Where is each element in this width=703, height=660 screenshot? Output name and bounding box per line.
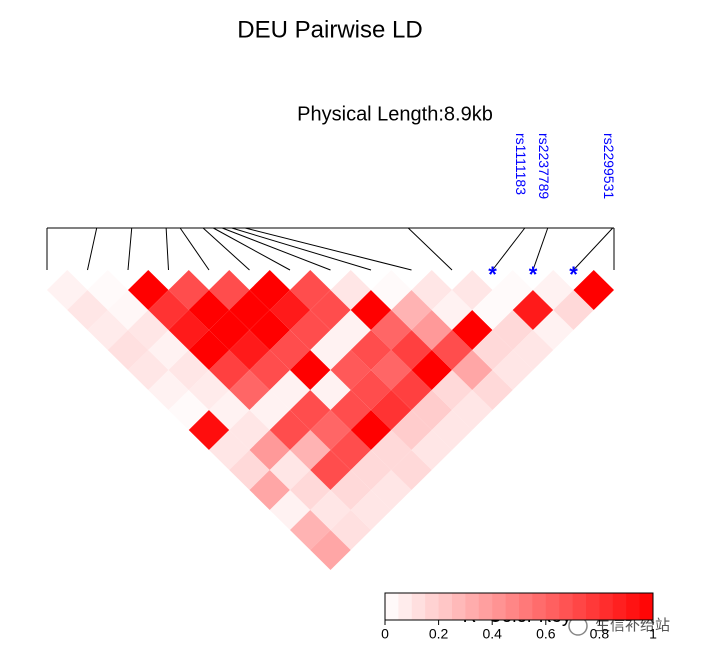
snp-label: rs2237789 — [536, 133, 552, 199]
color-key-step — [492, 593, 507, 620]
snp-link — [573, 227, 614, 271]
color-key-step — [599, 593, 614, 620]
color-key-tick-label: 1 — [649, 626, 657, 642]
snp-link — [127, 227, 133, 271]
snp-link — [407, 227, 453, 271]
color-key-step — [519, 593, 533, 620]
snp-label: rs1111183 — [513, 133, 529, 195]
color-key-step — [559, 593, 574, 620]
color-key-tick-label: 0.6 — [536, 626, 556, 642]
color-key-step — [545, 593, 560, 620]
color-key-step — [425, 593, 440, 620]
color-key-frame — [384, 592, 654, 621]
color-key-step — [411, 593, 426, 620]
color-key-step — [572, 593, 587, 620]
snp-highlight: * — [529, 262, 538, 287]
color-key-step — [639, 593, 654, 620]
snp-link — [532, 227, 549, 271]
color-key-step — [612, 593, 627, 620]
color-key-step — [438, 593, 453, 620]
color-key-step — [532, 593, 547, 620]
color-key-step — [626, 593, 641, 620]
snp-link — [231, 227, 372, 271]
snp-link — [179, 227, 210, 271]
watermark-text: 生信补给站 — [595, 617, 670, 634]
color-key-step — [505, 593, 520, 620]
snp-link — [213, 227, 291, 271]
color-key-tick-label: 0 — [381, 626, 389, 642]
color-key-step — [478, 593, 493, 620]
snp-link — [492, 227, 526, 271]
snp-link — [202, 227, 250, 271]
color-key-tick-label: 0.8 — [590, 626, 610, 642]
snp-link — [165, 227, 169, 271]
snp-highlight: * — [569, 262, 578, 287]
ld-cell — [573, 270, 614, 310]
color-key-step — [586, 593, 600, 620]
snp-link — [245, 227, 412, 271]
snp-highlight: * — [488, 262, 497, 287]
color-key-step — [398, 593, 413, 620]
color-key-step — [385, 593, 399, 620]
physical-length: Physical Length:8.9kb — [297, 103, 493, 125]
chart-title: DEU Pairwise LD — [237, 16, 422, 43]
color-key-step — [465, 593, 480, 620]
snp-link — [87, 227, 98, 271]
color-key-tick-label: 0.4 — [482, 626, 502, 642]
snp-label: rs2299531 — [601, 133, 617, 199]
snp-link — [222, 227, 331, 271]
color-key-tick-label: 0.2 — [429, 626, 449, 642]
color-key-step — [452, 593, 466, 620]
